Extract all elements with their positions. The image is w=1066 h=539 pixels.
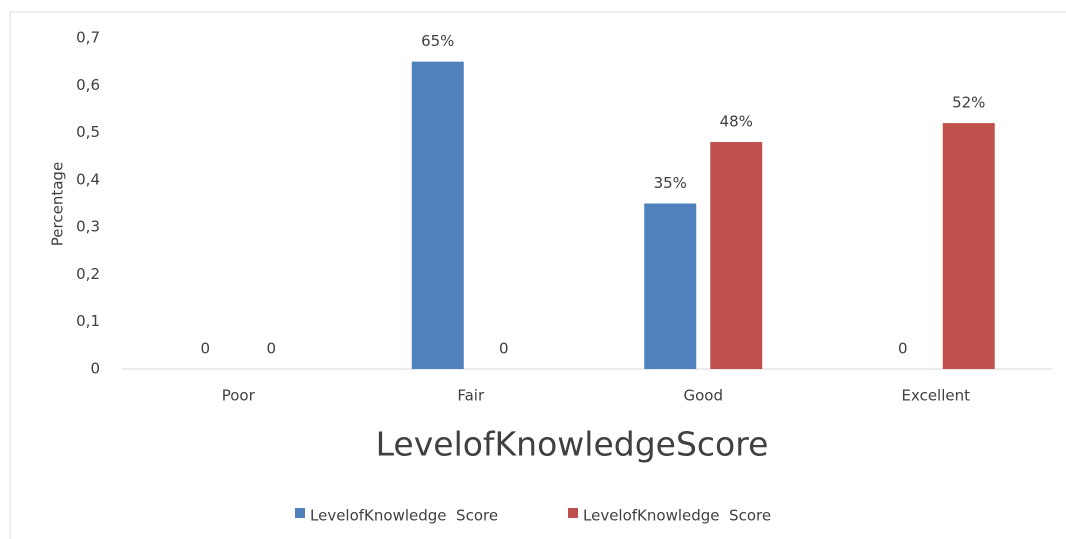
y-tick-label: 0,2 [76,265,100,283]
value-label: 48% [720,113,753,131]
value-label: 0 [898,340,908,358]
y-tick-label: 0 [90,360,100,378]
y-tick-label: 0,3 [76,218,100,236]
y-tick-label: 0,1 [76,312,100,330]
x-tick-label: Fair [457,387,485,405]
y-tick-label: 0,4 [76,170,100,188]
bar [411,61,464,370]
value-label: 35% [654,174,687,192]
x-tick-label: Good [684,387,724,405]
bar [644,203,697,369]
value-label: 52% [952,94,985,112]
bar [710,142,763,369]
legend-swatch [568,508,578,518]
chart-frame [9,11,1066,539]
y-tick-label: 0,6 [76,76,100,94]
y-tick-label: 0,5 [76,123,100,141]
value-label: 0 [266,340,276,358]
legend-swatch [295,508,305,518]
legend-label: LevelofKnowledge Score [583,507,771,525]
x-tick-label: Excellent [901,387,970,405]
value-label: 0 [200,340,210,358]
y-axis-label: Percentage [49,162,67,246]
x-axis-label: LevelofKnowledgeScore [376,425,769,464]
x-tick-label: Poor [222,387,256,405]
bar [942,123,995,369]
y-tick-label: 0,7 [76,29,100,47]
value-label: 0 [499,340,509,358]
legend-label: LevelofKnowledge Score [310,507,498,525]
value-label: 65% [421,32,454,50]
